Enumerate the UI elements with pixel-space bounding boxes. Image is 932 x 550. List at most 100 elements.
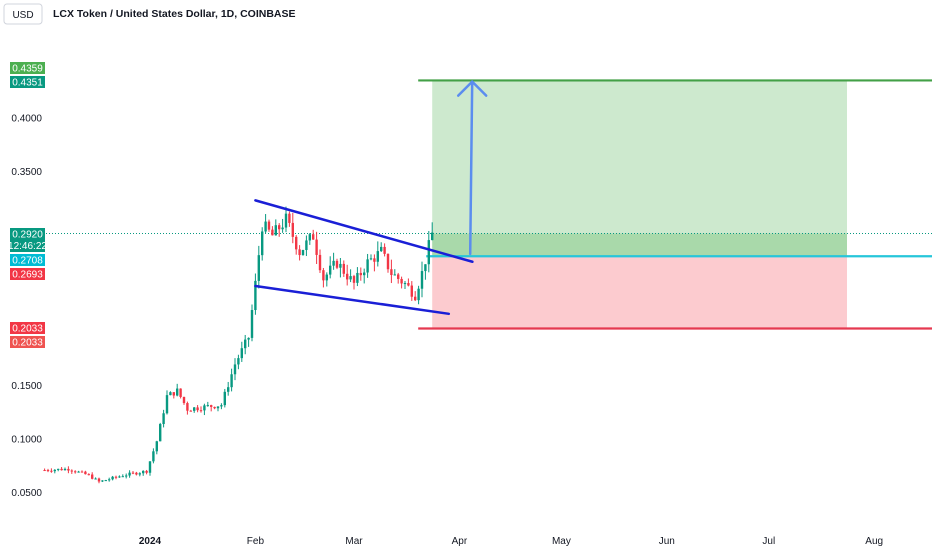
target-arrow-head[interactable] [456, 80, 488, 97]
candle-body [342, 263, 345, 274]
candle-body [366, 259, 369, 273]
candle-body [325, 274, 328, 281]
candle [267, 219, 271, 232]
price-badge-bg [10, 62, 45, 74]
channel-lower-line[interactable] [254, 284, 451, 316]
candle-body [346, 273, 349, 280]
candle [111, 475, 114, 481]
candle-body [349, 276, 352, 280]
currency-button-label: USD [12, 10, 33, 21]
price-tick-label: 0.3500 [11, 167, 42, 178]
candle-body [403, 283, 407, 285]
candle [70, 469, 73, 474]
candle-body [373, 258, 376, 262]
candle-body [369, 258, 373, 260]
long-position-tool[interactable] [46, 79, 932, 330]
candle-body [322, 270, 325, 281]
candle [264, 214, 267, 234]
candle [346, 264, 349, 286]
candle [50, 468, 53, 473]
candle-body [329, 265, 332, 275]
price-badge-bg [10, 336, 45, 348]
candle [315, 231, 318, 265]
candle-body [386, 253, 390, 270]
candle-body [60, 468, 63, 471]
target-arrow-shaft[interactable] [468, 80, 474, 256]
candle-body [220, 405, 223, 407]
candle-body [397, 274, 400, 279]
candle-body [43, 470, 46, 472]
candle [165, 390, 169, 415]
candle [94, 477, 97, 480]
candle-body [352, 276, 356, 283]
candle [254, 273, 257, 315]
candle-body [94, 478, 97, 480]
candle [118, 475, 121, 478]
candle-body [74, 471, 77, 473]
candle-body [91, 474, 94, 479]
candle-body [111, 476, 114, 480]
candle [131, 470, 135, 475]
candle [43, 468, 46, 472]
candle [386, 253, 390, 273]
candle-body [227, 387, 230, 392]
candle [53, 469, 56, 474]
price-badge: 0.2033 [10, 322, 45, 335]
candle [329, 256, 332, 279]
target-zone[interactable] [432, 80, 847, 257]
candle-body [250, 310, 254, 338]
price-badge: 0.2693 [10, 268, 45, 281]
candle [176, 383, 179, 397]
candle [400, 276, 403, 289]
candle [410, 281, 413, 301]
candle-body [162, 413, 165, 425]
candle-body [308, 234, 311, 241]
time-axis: 2024 Feb Mar Apr May Jun Jul Aug [139, 536, 883, 547]
candle-body [87, 474, 90, 476]
candle-body [424, 264, 427, 272]
candle [57, 468, 60, 472]
price-badge-value: 0.2693 [12, 270, 43, 281]
drawings[interactable] [254, 80, 488, 316]
currency-button[interactable]: USD [3, 3, 43, 25]
candle [325, 272, 328, 287]
candle-body [152, 451, 155, 462]
candle [74, 470, 77, 474]
candle [397, 272, 400, 284]
candle-body [274, 225, 277, 236]
candle [247, 337, 250, 347]
candle-body [233, 364, 237, 375]
time-axis-pane[interactable] [0, 530, 932, 550]
candle [427, 230, 430, 273]
candle [80, 470, 84, 473]
candle [179, 388, 182, 399]
candle [125, 473, 128, 479]
candle [142, 470, 145, 476]
price-tick-label: 0.4000 [11, 114, 42, 125]
candle [223, 388, 226, 408]
time-tick-label: Jul [762, 536, 775, 547]
candle-body [264, 221, 267, 232]
candle-body [278, 225, 281, 230]
time-tick-label: Feb [247, 536, 265, 547]
candles [43, 206, 434, 484]
candle [237, 354, 240, 370]
candle [281, 218, 284, 233]
candle-body [108, 479, 111, 481]
channel-upper-line[interactable] [254, 199, 474, 263]
candle [424, 264, 427, 280]
candle-body [145, 470, 148, 473]
candle [227, 381, 230, 396]
candle-body [138, 473, 141, 475]
candle-body [46, 470, 50, 472]
candle-body [67, 468, 70, 471]
candle [189, 409, 192, 412]
candle-body [390, 269, 393, 276]
time-tick-label: Jun [659, 536, 675, 547]
candle-body [114, 476, 118, 478]
candle [305, 235, 308, 257]
stop-zone[interactable] [432, 256, 847, 329]
candle [230, 368, 233, 392]
candle-body [101, 480, 104, 482]
